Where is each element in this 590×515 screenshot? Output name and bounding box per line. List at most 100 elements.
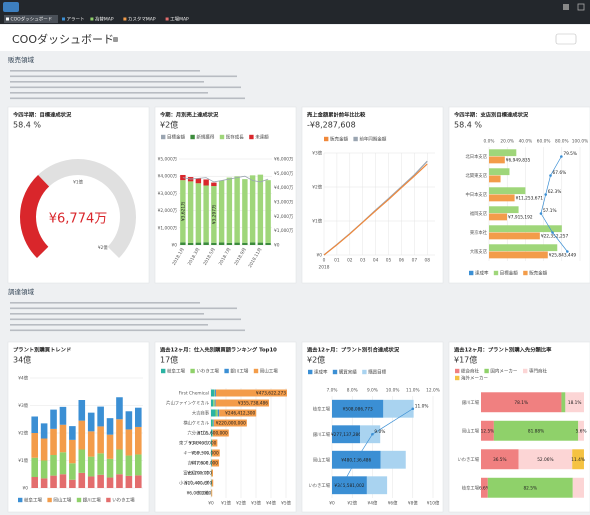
bar [87, 456, 95, 477]
rate-point [354, 458, 358, 462]
bar [211, 439, 212, 447]
bar [59, 474, 67, 488]
data-label: 82.5% [523, 485, 537, 491]
panel-title: プラント別購買トレンド [13, 346, 71, 354]
legend-label: 販売金額 [529, 270, 547, 277]
bar [87, 412, 95, 432]
legend-label: 未達額 [255, 134, 269, 141]
data-label: ¥277,137,286 [331, 432, 361, 438]
y-tick-label: その他 [196, 490, 210, 497]
legend-swatch [18, 497, 23, 503]
x-tick-label: ¥5億 [281, 500, 291, 507]
bar [481, 449, 519, 470]
legend-label: 専門商社 [529, 368, 547, 375]
x-tick-label: 06 [399, 258, 405, 264]
description-line [10, 313, 204, 315]
bar [116, 449, 123, 475]
data-label: 79.5% [563, 151, 577, 157]
y-tick-label: いわき工場 [309, 482, 331, 489]
bar [218, 242, 225, 245]
data-label: ¥345,581,002 [334, 483, 364, 489]
bar [187, 242, 194, 245]
gauge-label: ¥6,774万 [49, 212, 108, 227]
data-label: ¥6,000,000 [187, 491, 212, 497]
x-tick-label: 0.0% [484, 139, 495, 145]
x-tick-label: ¥1億 [221, 500, 231, 507]
data-label: ¥3,621万 [180, 201, 186, 221]
section-title: 販売領域 [8, 55, 35, 64]
bar [215, 409, 218, 417]
x-tick-label: 40.0% [519, 139, 533, 145]
bar [78, 472, 86, 488]
bar [211, 186, 217, 243]
panel-title: 過去12ヶ月：仕入先別購買額ランキング Top10 [159, 346, 277, 354]
bar [359, 425, 381, 444]
y-tick-label: ¥2億 [18, 430, 28, 437]
bar [211, 399, 214, 407]
bar [211, 429, 213, 437]
bar [489, 187, 526, 195]
x-tick-label: 60.0% [537, 139, 551, 145]
description-line [10, 70, 200, 72]
bar [242, 242, 248, 245]
tab-icon [6, 17, 9, 21]
legend-swatch [161, 368, 166, 374]
data-label: 9.0% [374, 429, 385, 435]
bar [59, 406, 67, 425]
y-tick-label: 北日本支店 [466, 153, 488, 160]
bar [40, 478, 48, 488]
y-tick-label: ¥4億 [18, 375, 28, 382]
y-tick-label: 岐阜工場 [313, 405, 331, 412]
bar [125, 411, 133, 430]
bar [106, 458, 114, 478]
line [182, 175, 269, 183]
title-bar [0, 25, 590, 51]
panel-subtitle: ¥17億 [454, 355, 477, 365]
bar [489, 206, 519, 214]
grid-icon[interactable] [563, 4, 569, 10]
y-tick-label: ¥3億 [18, 402, 28, 409]
bar [213, 419, 247, 427]
tab[interactable] [4, 15, 58, 23]
y-tick-label: 横山ケミカル [183, 420, 209, 427]
tab-label: 為替MAP [95, 16, 114, 23]
y-tick-label: いわき工場 [458, 456, 480, 463]
bar [116, 397, 123, 420]
data-label: ¥473,622,273 [256, 391, 286, 397]
bar [40, 438, 48, 461]
bar [106, 434, 114, 459]
x-tick-label: 100.0% [572, 139, 588, 145]
legend-label: 総合商社 [461, 368, 479, 375]
y-tick-label: 福岡支店 [470, 210, 488, 217]
data-label: 6.6% [479, 485, 490, 491]
x-tick-label: 01 [334, 258, 340, 264]
bar [489, 156, 505, 164]
bar [59, 452, 67, 475]
bar [50, 455, 57, 476]
data-label: ¥11,253,671 [516, 195, 544, 201]
legend-swatch [523, 270, 528, 276]
legend-label: 既存成長 [226, 134, 244, 141]
legend-swatch [493, 270, 499, 276]
y-tick-label: 大吉商事 [192, 410, 210, 417]
bar [493, 420, 579, 441]
window-icon[interactable] [577, 3, 585, 11]
rate-point [566, 250, 569, 253]
y-tick-label: 富士見バイオ [183, 470, 209, 477]
data-label: ¥220,000,000 [216, 421, 246, 427]
legend-swatch [308, 369, 313, 375]
x-tick-label: 0 [323, 258, 326, 264]
legend-label: 海外メーカー [461, 375, 488, 382]
bar [212, 429, 229, 437]
tab-icon [90, 17, 94, 21]
legend-label: 前年同期金額 [359, 136, 386, 143]
bar [489, 225, 562, 233]
settings-button[interactable] [555, 33, 577, 45]
description-line [10, 307, 237, 310]
bar [203, 242, 209, 245]
y-tick-label: 大阪支店 [470, 248, 488, 255]
legend-swatch [332, 369, 338, 375]
data-label: ¥7,915,192 [508, 214, 533, 220]
bar [211, 182, 217, 187]
bar [40, 460, 48, 479]
